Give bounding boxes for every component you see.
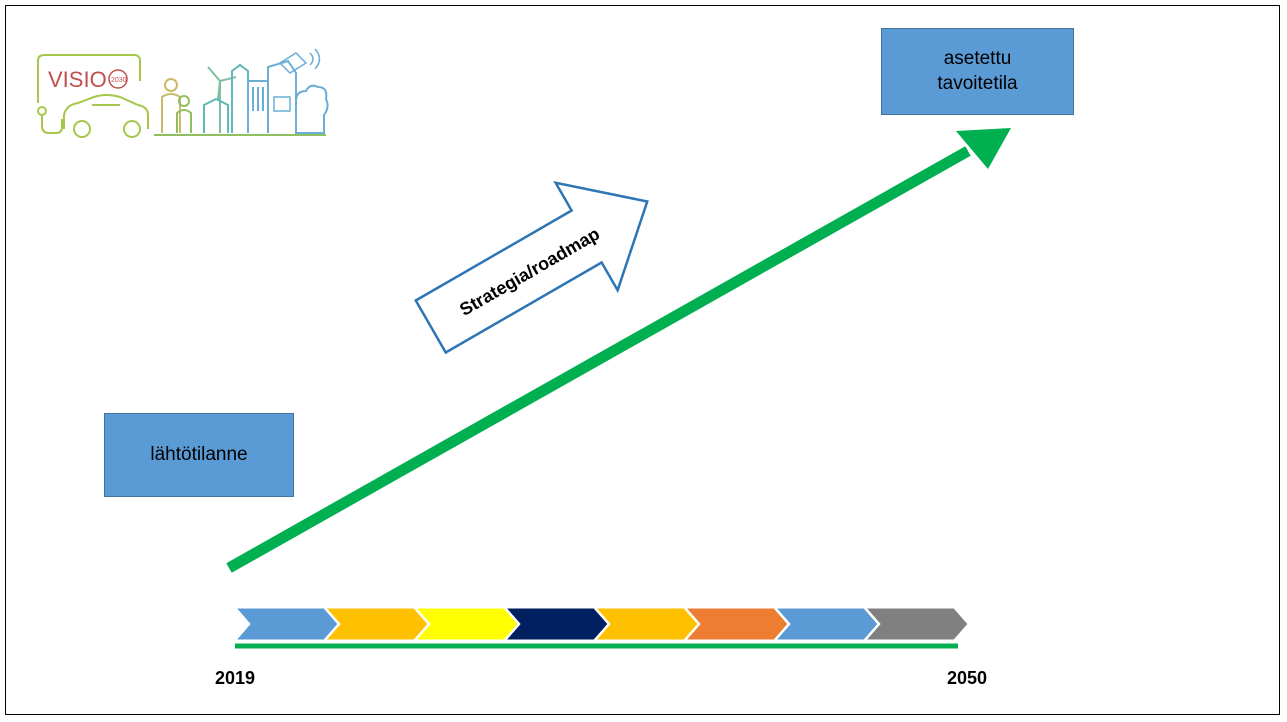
timeline-phase-8 bbox=[864, 607, 969, 641]
timeline-start-year: 2019 bbox=[215, 668, 256, 688]
visio-2030-logo: VISIO 2030 bbox=[37, 48, 329, 138]
logo-text: VISIO bbox=[48, 67, 107, 92]
start-state-label: lähtötilanne bbox=[150, 443, 248, 465]
timeline-phase-1 bbox=[234, 607, 339, 641]
timeline-end-year: 2050 bbox=[947, 668, 988, 688]
timeline-phase-7 bbox=[774, 607, 879, 641]
logo-subtext: 2030 bbox=[111, 77, 127, 84]
timeline-phases bbox=[234, 607, 969, 641]
goal-state-box: asetettu tavoitetila bbox=[881, 28, 1074, 115]
timeline-phase-2 bbox=[324, 607, 429, 641]
goal-state-label: asetettu tavoitetila bbox=[937, 47, 1018, 94]
roadmap-diagram: Strategia/roadmap bbox=[226, 128, 1011, 649]
start-state-box: lähtötilanne bbox=[104, 413, 294, 497]
trend-arrow bbox=[226, 128, 1011, 573]
timeline-phase-6 bbox=[684, 607, 789, 641]
timeline-phase-3 bbox=[414, 607, 519, 641]
slide: VISIO 2030 lähtötilanne bbox=[5, 5, 1280, 715]
timeline-phase-5 bbox=[594, 607, 699, 641]
strategy-arrow: Strategia/roadmap bbox=[414, 181, 649, 355]
timeline-phase-4 bbox=[504, 607, 609, 641]
